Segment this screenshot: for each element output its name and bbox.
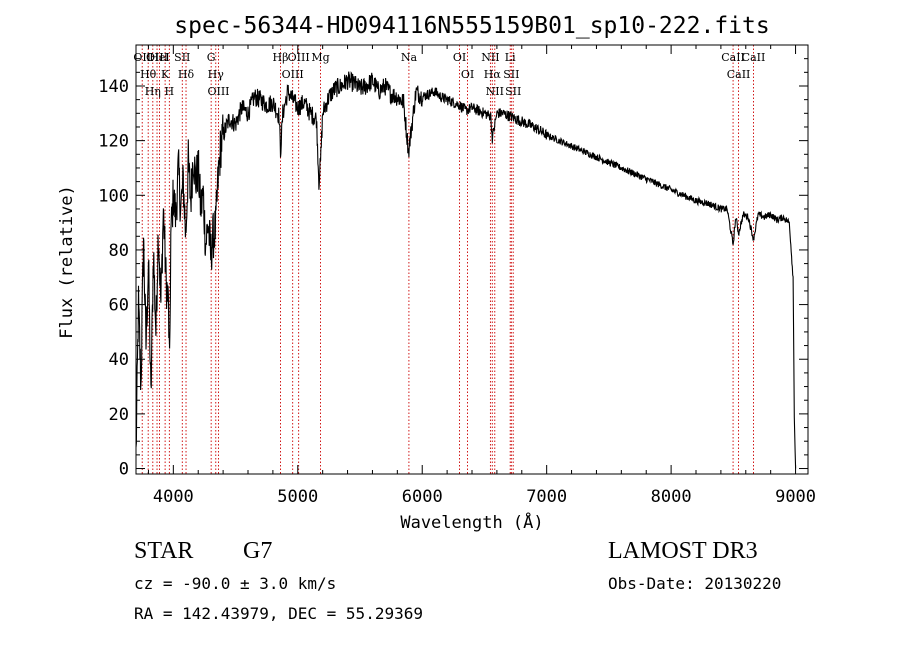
line-marker-label: G xyxy=(207,51,216,64)
line-marker-label: Na xyxy=(401,51,418,64)
x-tick-label: 5000 xyxy=(277,487,318,507)
y-tick-label: 60 xyxy=(109,296,129,316)
line-marker-label: H xyxy=(165,85,175,98)
x-axis-label: Wavelength (Å) xyxy=(400,511,543,533)
line-markers xyxy=(141,45,754,474)
chart-title: spec-56344-HD094116N555159B01_sp10-222.f… xyxy=(174,13,769,39)
survey-name: LAMOST DR3 xyxy=(608,538,758,564)
x-tick-label: 6000 xyxy=(402,487,443,507)
object-class: STAR xyxy=(134,538,194,564)
line-marker-label: CaII xyxy=(727,68,751,81)
line-marker-label: Mg xyxy=(311,51,329,64)
line-marker-label: K xyxy=(161,68,170,81)
line-marker-label: NII xyxy=(486,85,504,98)
y-tick-label: 20 xyxy=(109,405,129,425)
x-tick-label: 4000 xyxy=(153,487,194,507)
line-marker-label: OIII xyxy=(288,51,310,64)
line-marker-label: Hβ xyxy=(273,51,289,64)
line-marker-label: SII xyxy=(503,68,519,81)
x-tick-label: 9000 xyxy=(775,487,816,507)
line-marker-label: OI xyxy=(461,68,474,81)
line-marker-label: Hη xyxy=(145,85,161,98)
line-marker-label: Hθ xyxy=(140,68,157,81)
line-marker-label: Hα xyxy=(484,68,502,81)
axis-ticks: 4000 5000 6000 7000 8000 9000 0 20 40 60 80 100 120 1… xyxy=(98,45,816,507)
y-tick-label: 100 xyxy=(98,186,129,206)
line-marker-label: OII xyxy=(133,51,151,64)
line-marker-label: Hγ xyxy=(208,68,225,81)
line-marker-label: OI xyxy=(453,51,466,64)
x-tick-label: 7000 xyxy=(526,487,567,507)
line-marker-label: SII xyxy=(505,85,521,98)
line-marker-label: SII xyxy=(174,51,190,64)
line-marker-label: HeI xyxy=(149,51,169,64)
observation-date: Obs-Date: 20130220 xyxy=(608,574,782,593)
object-subclass: G7 xyxy=(243,538,273,564)
coordinates: RA = 142.43979, DEC = 55.29369 xyxy=(134,604,423,623)
line-marker-label: OIII xyxy=(207,85,229,98)
y-axis-label: Flux (relative) xyxy=(57,185,77,339)
y-tick-label: 40 xyxy=(109,350,129,370)
y-tick-label: 140 xyxy=(98,77,129,97)
line-marker-label: CaII xyxy=(721,51,745,64)
line-marker-label: OIII xyxy=(146,51,168,64)
line-marker-label: OIII xyxy=(282,68,304,81)
line-marker-label: NII xyxy=(481,51,499,64)
x-tick-label: 8000 xyxy=(651,487,692,507)
y-tick-label: 0 xyxy=(119,460,129,480)
line-marker-label: CaII xyxy=(742,51,766,64)
spectrum-line xyxy=(135,71,797,469)
y-tick-label: 80 xyxy=(109,241,129,261)
y-tick-label: 120 xyxy=(98,132,129,152)
line-marker-label: Li xyxy=(505,51,516,64)
line-marker-label: Hδ xyxy=(178,68,195,81)
redshift-velocity: cz = -90.0 ± 3.0 km/s xyxy=(134,574,337,593)
